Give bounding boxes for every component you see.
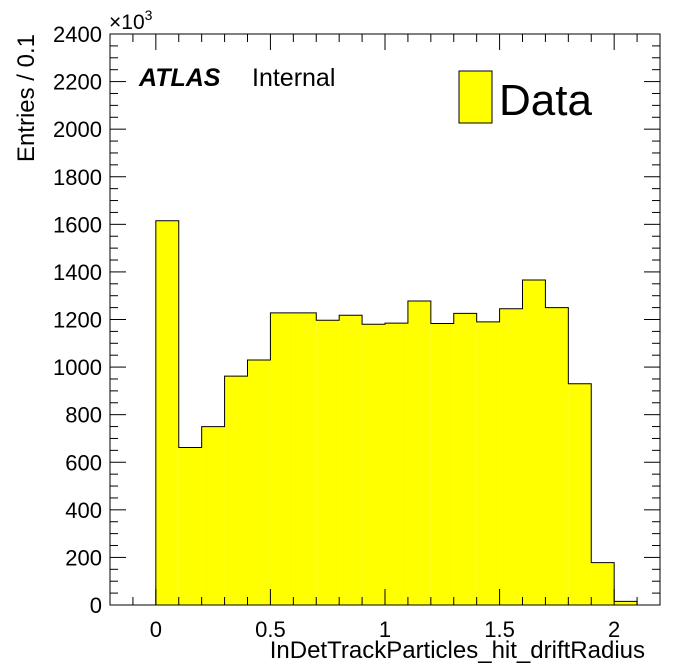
histogram-bin-13 (453, 313, 477, 605)
histogram-bin-17 (545, 307, 569, 605)
y-tick-label: 200 (65, 545, 102, 570)
y-tick-label: 1000 (53, 355, 102, 380)
histogram-bin-12 (430, 323, 454, 605)
histogram-bin-11 (407, 300, 431, 605)
histogram-bin-10 (385, 323, 408, 605)
x-tick-labels: 0 0.5 1 1.5 2 (150, 617, 621, 642)
atlas-label: ATLAS (138, 64, 221, 92)
y-tick-label: 1600 (53, 212, 102, 237)
y-axis-title: Entries / 0.1 (13, 34, 40, 162)
histogram-bars (155, 220, 638, 605)
y-tick-label: 600 (65, 450, 102, 475)
x-tick-label: 1 (379, 617, 391, 642)
histogram-bin-4 (247, 359, 271, 605)
y-tick-label: 0 (90, 593, 102, 618)
y-tick-label: 1200 (53, 308, 102, 333)
histogram-bin-19 (591, 562, 615, 605)
histogram-bin-0 (155, 220, 179, 605)
legend-swatch-data (458, 70, 493, 124)
axis-ticks (109, 33, 661, 606)
histogram-bin-18 (568, 383, 592, 605)
y-tick-label: 2400 (53, 22, 102, 47)
histogram-bin-6 (293, 312, 317, 605)
x-tick-label: 2 (608, 617, 620, 642)
y-tick-label: 2000 (53, 117, 102, 142)
x-axis-title: InDetTrackParticles_hit_driftRadius (270, 637, 645, 664)
histogram-bin-5 (270, 312, 294, 605)
legend-label-data: Data (499, 76, 592, 125)
y-tick-label: 2200 (53, 70, 102, 95)
histogram-bin-16 (522, 280, 546, 605)
y-multiplier: ×103 (109, 7, 153, 34)
x-tick-label: 0.5 (255, 617, 286, 642)
y-tick-label: 800 (65, 403, 102, 428)
internal-label: Internal (252, 64, 335, 92)
histogram-bin-8 (339, 315, 363, 605)
histogram-bin-2 (201, 426, 225, 605)
histogram-bin-20 (614, 601, 638, 605)
y-tick-label: 400 (65, 498, 102, 523)
histogram-bin-3 (224, 376, 248, 605)
y-tick-label: 1800 (53, 165, 102, 190)
y-tick-label: 1400 (53, 260, 102, 285)
x-tick-label: 0 (150, 617, 162, 642)
histogram-bin-14 (476, 321, 500, 605)
histogram-outline (155, 220, 638, 605)
y-tick-labels: 0 200 400 600 800 1000 1200 1400 1600 1800 2000 220… (53, 22, 102, 618)
histogram-bin-7 (316, 320, 340, 605)
x-tick-label: 1.5 (484, 617, 515, 642)
histogram-bin-1 (178, 447, 202, 605)
histogram-bin-15 (499, 308, 523, 605)
histogram-bin-9 (362, 324, 385, 605)
